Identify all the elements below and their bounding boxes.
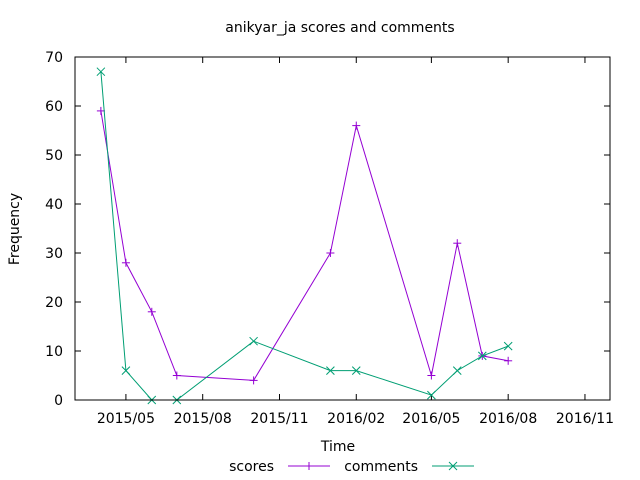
marker-stroke xyxy=(249,336,258,346)
y-tick-label: 50 xyxy=(45,148,63,164)
comments-point xyxy=(452,366,462,375)
y-tick-label: 70 xyxy=(45,50,63,66)
x-tick-label: 2016/11 xyxy=(556,411,614,427)
comments-point xyxy=(326,366,335,375)
plot-series xyxy=(96,67,513,405)
marker-stroke xyxy=(448,461,458,471)
scores-point xyxy=(427,371,436,380)
legend-marker-comments xyxy=(448,461,458,471)
y-tick-label: 30 xyxy=(45,246,63,262)
scores-point xyxy=(249,376,258,385)
comments-point xyxy=(96,67,106,77)
comments-point xyxy=(427,390,436,400)
marker-stroke xyxy=(427,390,436,400)
legend-label-scores: scores xyxy=(229,459,274,475)
scores-point xyxy=(172,371,181,380)
marker-stroke xyxy=(477,351,487,361)
x-tick-label: 2016/08 xyxy=(479,411,537,427)
y-tick-label: 20 xyxy=(45,295,63,311)
comments-point xyxy=(477,351,487,361)
marker-stroke xyxy=(326,366,335,375)
comments-line xyxy=(100,71,509,401)
comments-point xyxy=(121,366,131,375)
y-tick-label: 40 xyxy=(45,197,63,213)
marker-stroke xyxy=(96,67,106,77)
legend: scores comments xyxy=(229,459,474,475)
scores-point xyxy=(453,239,462,248)
y-axis-label: Frequency xyxy=(7,193,23,265)
x-tick-label: 2016/05 xyxy=(402,411,460,427)
comments-point xyxy=(351,366,361,375)
y-tick-label: 10 xyxy=(45,344,63,360)
scores-point xyxy=(121,258,130,267)
axis-ticks: 0 10 20 30 40 50 60 70 2015/05 2015/08 2015/11 2016… xyxy=(45,50,614,427)
scores-line xyxy=(100,110,509,381)
scores-point xyxy=(96,106,105,115)
marker-stroke xyxy=(452,366,462,375)
y-tick-label: 60 xyxy=(45,99,63,115)
marker-stroke xyxy=(121,366,131,375)
scores-point xyxy=(326,249,335,257)
chart-title: anikyar_ja scores and comments xyxy=(225,20,454,36)
marker-stroke xyxy=(503,341,513,351)
comments-point xyxy=(503,341,513,351)
plot-frame xyxy=(74,56,611,401)
x-tick-label: 2015/11 xyxy=(250,411,308,427)
scores-point xyxy=(352,121,361,130)
x-axis-label: Time xyxy=(320,439,355,455)
comments-point xyxy=(249,336,258,346)
legend-marker-scores xyxy=(305,462,313,470)
scores-point xyxy=(504,356,513,365)
marker-stroke xyxy=(351,366,361,375)
x-tick-label: 2015/05 xyxy=(97,411,155,427)
x-tick-label: 2015/08 xyxy=(174,411,232,427)
x-tick-label: 2016/02 xyxy=(327,411,385,427)
y-tick-label: 0 xyxy=(54,393,63,409)
scores-point xyxy=(147,307,156,316)
legend-label-comments: comments xyxy=(344,459,418,475)
